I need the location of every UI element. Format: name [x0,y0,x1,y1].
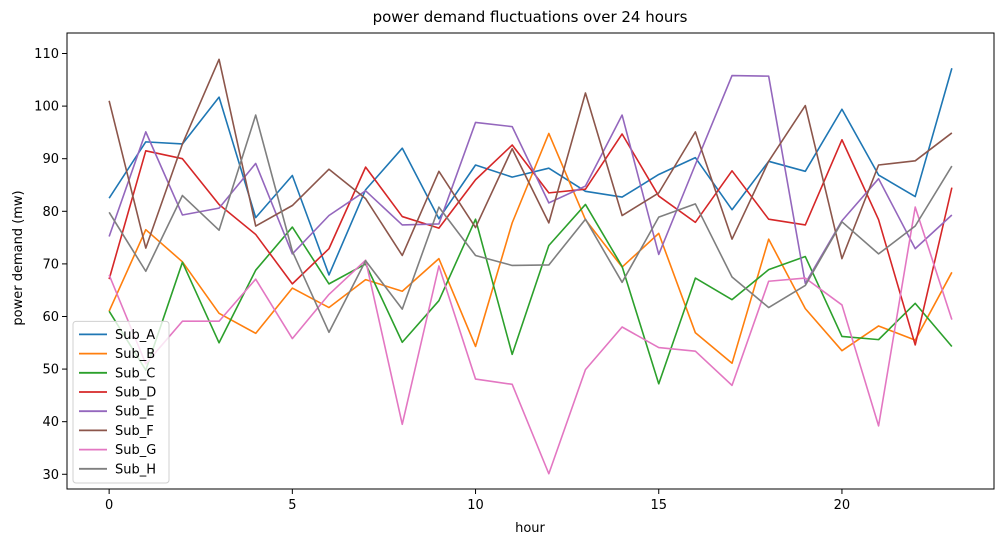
series-line-sub-b [108,132,953,365]
legend-label: Sub_E [115,405,154,420]
y-tick-label: 90 [42,152,59,167]
legend: Sub_A Sub_B Sub_C Sub_D Sub_E Sub_F Sub_G Sub_H [72,320,170,484]
y-tick-label: 100 [34,100,59,115]
series-line-sub-f [108,58,953,260]
x-tick-label: 20 [834,498,851,513]
x-tick-label: 10 [467,498,484,513]
y-axis-label: power demand (mw) [11,190,26,325]
y-tick-label: 70 [42,257,59,272]
y-tick-label: 110 [34,47,59,62]
plot-area-frame [66,32,995,490]
x-tick-label: 15 [650,498,667,513]
y-tick-label: 40 [42,415,59,430]
y-tick-label: 50 [42,363,59,378]
x-axis-ticks: 0 5 10 15 20 [105,489,850,513]
series-line-sub-g [108,206,953,475]
chart-title: power demand fluctuations over 24 hours [373,8,688,26]
y-axis-ticks: 30 40 50 60 70 80 90 100 110 [34,47,67,483]
series-line-sub-e [108,74,953,285]
legend-label: Sub_B [115,347,155,362]
legend-label: Sub_H [115,462,156,477]
legend-label: Sub_A [115,328,155,343]
series-lines [108,58,953,475]
y-tick-label: 60 [42,310,59,325]
legend-label: Sub_G [115,443,156,458]
y-tick-label: 80 [42,205,59,220]
series-line-sub-h [108,114,953,334]
series-line-sub-d [108,133,953,346]
legend-label: Sub_F [115,424,154,439]
legend-box [72,320,170,484]
legend-label: Sub_C [115,366,155,381]
x-tick-label: 5 [288,498,296,513]
legend-label: Sub_D [115,386,156,401]
series-line-sub-c [108,203,953,385]
y-tick-label: 30 [42,468,59,483]
series-line-sub-a [108,68,953,276]
x-axis-label: hour [515,521,545,536]
x-tick-label: 0 [105,498,113,513]
